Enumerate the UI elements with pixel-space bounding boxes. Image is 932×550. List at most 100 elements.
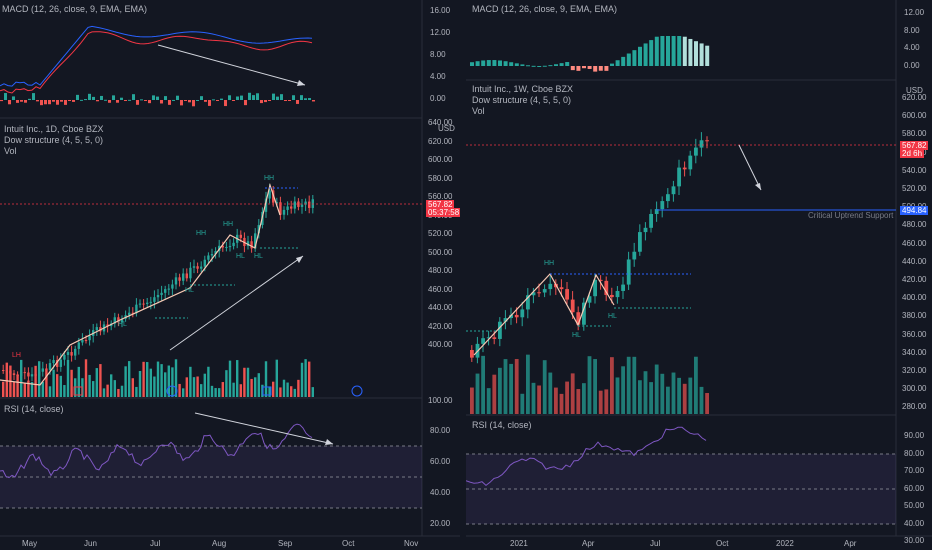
volume-bar	[128, 361, 131, 397]
left-hl-label: HL	[254, 253, 263, 260]
candle-body	[164, 289, 167, 293]
volume-bar	[164, 372, 167, 397]
axis-tick-label: 20.00	[430, 519, 451, 528]
time-axis-label: Aug	[212, 539, 227, 548]
macd-histogram-bar	[44, 100, 47, 105]
volume-bar	[66, 359, 70, 397]
candle-body	[20, 372, 23, 377]
macd-histogram-bar	[240, 95, 243, 100]
candle-body	[268, 190, 271, 199]
time-axis-label: Apr	[582, 539, 595, 548]
right-chart[interactable]: MACD (12, 26, close, 9, EMA, EMA) Intuit…	[466, 0, 932, 550]
candle-body	[688, 155, 693, 170]
time-axis-label: 2021	[510, 539, 528, 548]
volume-bar	[286, 382, 289, 397]
axis-tick-label: 8.00	[430, 50, 446, 59]
volume-bar	[559, 393, 564, 414]
volume-bar	[677, 377, 681, 414]
macd-histogram-bar	[582, 66, 586, 69]
candle-body	[45, 368, 48, 370]
volume-bar	[12, 381, 16, 397]
macd-histogram-bar	[526, 65, 530, 67]
time-axis-label: Apr	[844, 539, 857, 548]
candle-body	[200, 266, 203, 269]
time-axis-label: Jul	[150, 539, 161, 548]
axis-tick-label: 40.00	[430, 488, 451, 497]
time-axis-label: Oct	[342, 539, 355, 548]
volume-bar	[232, 382, 235, 397]
left-chart-canvas	[0, 0, 460, 537]
volume-bar	[102, 388, 106, 397]
candle-body	[203, 259, 206, 267]
volume-bar	[200, 384, 203, 397]
volume-bar	[587, 356, 592, 414]
candle-body	[250, 241, 253, 249]
candle-body	[5, 370, 8, 372]
candle-body	[311, 199, 314, 208]
volume-bar	[565, 381, 569, 414]
volume-bar	[272, 381, 275, 397]
right-vol-title: Vol	[472, 106, 485, 116]
candle-body	[63, 354, 66, 360]
left-hl-label: HL	[236, 253, 245, 260]
time-axis-label: May	[22, 539, 38, 548]
candle-body	[565, 289, 569, 300]
candle-body	[699, 140, 704, 148]
macd-histogram-bar	[16, 100, 19, 103]
candle-body	[27, 372, 30, 377]
volume-bar	[214, 388, 217, 397]
right-down-arrow	[738, 144, 762, 191]
volume-bar	[207, 366, 210, 397]
volume-bar	[660, 373, 665, 414]
volume-bar	[699, 386, 704, 414]
volume-bar	[520, 393, 525, 414]
macd-histogram-bar	[292, 95, 295, 100]
candle-body	[275, 202, 278, 204]
volume-bar	[2, 381, 5, 397]
macd-histogram-bar	[492, 60, 497, 66]
volume-bar	[282, 379, 286, 397]
macd-histogram-bar	[284, 100, 287, 101]
left-chart[interactable]: MACD (12, 26, close, 9, EMA, EMA) Intuit…	[0, 0, 460, 550]
left-macd-divergence-arrow	[157, 44, 306, 86]
macd-histogram-bar	[268, 100, 271, 101]
volume-bar	[124, 366, 127, 397]
candle-body	[649, 213, 653, 228]
macd-histogram-bar	[565, 62, 570, 66]
candle-body	[70, 352, 73, 356]
left-hh-label: HH	[223, 221, 234, 228]
volume-bar	[228, 360, 232, 397]
macd-histogram-bar	[140, 99, 143, 101]
candle-body	[481, 338, 485, 344]
candle-body	[282, 209, 286, 215]
volume-bar	[293, 388, 296, 397]
macd-histogram-bar	[264, 100, 267, 103]
axis-tick-label: 620.00	[902, 93, 927, 102]
volume-bar	[30, 382, 34, 397]
macd-histogram-bar	[615, 60, 620, 66]
macd-histogram-bar	[272, 93, 275, 100]
macd-histogram-bar	[699, 43, 704, 66]
volume-bar	[621, 366, 625, 414]
earnings-icon	[73, 386, 83, 396]
candle-body	[514, 314, 519, 318]
volume-bar	[41, 381, 44, 397]
axis-tick-label: 580.00	[902, 129, 927, 139]
volume-bar	[486, 388, 491, 414]
candle-body	[196, 266, 199, 269]
candle-body	[182, 273, 185, 281]
macd-histogram-bar	[542, 65, 547, 67]
candle-body	[66, 352, 70, 355]
candle-body	[146, 302, 149, 304]
candle-body	[59, 359, 62, 367]
macd-histogram-bar	[604, 66, 609, 71]
axis-tick-label: 60.00	[904, 483, 925, 493]
axis-tick-label: 500.00	[428, 247, 453, 257]
macd-histogram-bar	[184, 100, 187, 101]
axis-tick-label: 30.00	[904, 536, 925, 545]
left-candles	[2, 183, 314, 383]
volume-bar	[257, 373, 260, 397]
macd-histogram-bar	[576, 66, 581, 71]
volume-bar	[576, 389, 581, 414]
macd-histogram-bar	[638, 46, 642, 66]
